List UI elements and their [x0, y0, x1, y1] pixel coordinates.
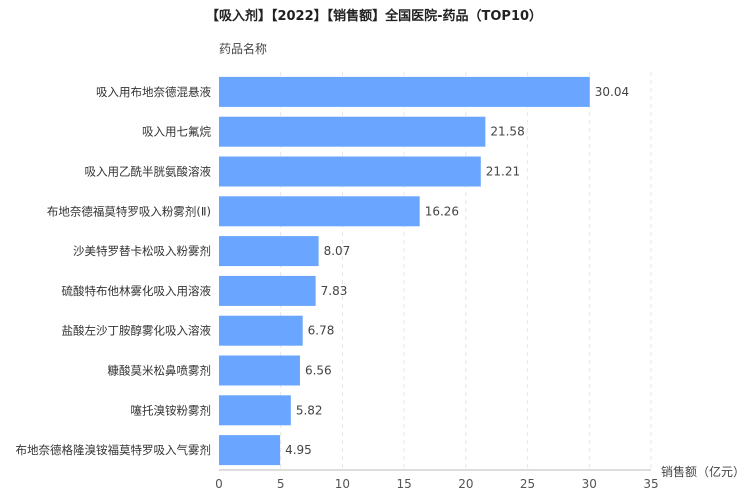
category-label: 吸入用七氟烷 [142, 125, 211, 139]
x-tick-label: 5 [277, 477, 285, 491]
value-label: 30.04 [595, 85, 629, 99]
x-tick-label: 35 [643, 477, 658, 491]
x-tick-label: 25 [520, 477, 535, 491]
value-label: 6.78 [308, 324, 335, 338]
bar [219, 76, 590, 107]
bar [219, 355, 300, 386]
chart-title: 【吸入剂】【2022】【销售额】全国医院-药品（TOP10） [206, 8, 542, 24]
x-tick-label: 15 [397, 477, 412, 491]
bar [219, 395, 291, 426]
category-label: 吸入用布地奈德混悬液 [96, 85, 211, 99]
category-label: 布地奈德格隆溴铵福莫特罗吸入气雾剂 [16, 443, 212, 457]
bar [219, 435, 281, 466]
x-tick-label: 10 [335, 477, 350, 491]
value-label: 5.82 [296, 403, 323, 417]
category-labels: 吸入用布地奈德混悬液吸入用七氟烷吸入用乙酰半胱氨酸溶液布地奈德福莫特罗吸入粉雾剂… [16, 85, 212, 457]
value-label: 21.58 [490, 125, 524, 139]
value-label: 16.26 [425, 204, 459, 218]
x-axis-ticks: 0 5 10 15 20 25 30 35 [215, 477, 658, 491]
category-label: 盐酸左沙丁胺醇雾化吸入溶液 [62, 324, 212, 338]
bars-group [219, 76, 590, 466]
x-axis-title: 销售额（亿元） [661, 464, 745, 479]
category-label: 沙美特罗替卡松吸入粉雾剂 [73, 244, 211, 258]
bar [219, 156, 481, 187]
value-label: 21.21 [486, 165, 520, 179]
category-label: 糠酸莫米松鼻喷雾剂 [108, 364, 212, 378]
value-labels: 30.04 21.58 21.21 16.26 8.07 7.83 6.78 6.56 5.82… [285, 85, 629, 457]
bar [219, 315, 303, 346]
bar [219, 116, 486, 147]
value-label: 7.83 [321, 284, 348, 298]
bar [219, 275, 316, 306]
category-label: 噻托溴铵粉雾剂 [131, 403, 212, 417]
category-label: 布地奈德福莫特罗吸入粉雾剂(Ⅱ) [47, 204, 211, 218]
value-label: 6.56 [305, 364, 332, 378]
value-label: 8.07 [324, 244, 351, 258]
bar [219, 196, 420, 227]
x-tick-label: 20 [458, 477, 473, 491]
value-label: 4.95 [285, 443, 312, 457]
bar [219, 236, 319, 267]
category-label: 硫酸特布他林雾化吸入用溶液 [62, 284, 212, 298]
x-tick-label: 30 [582, 477, 597, 491]
category-label: 吸入用乙酰半胱氨酸溶液 [85, 165, 212, 179]
x-tick-label: 0 [215, 477, 223, 491]
y-axis-title: 药品名称 [219, 41, 267, 56]
